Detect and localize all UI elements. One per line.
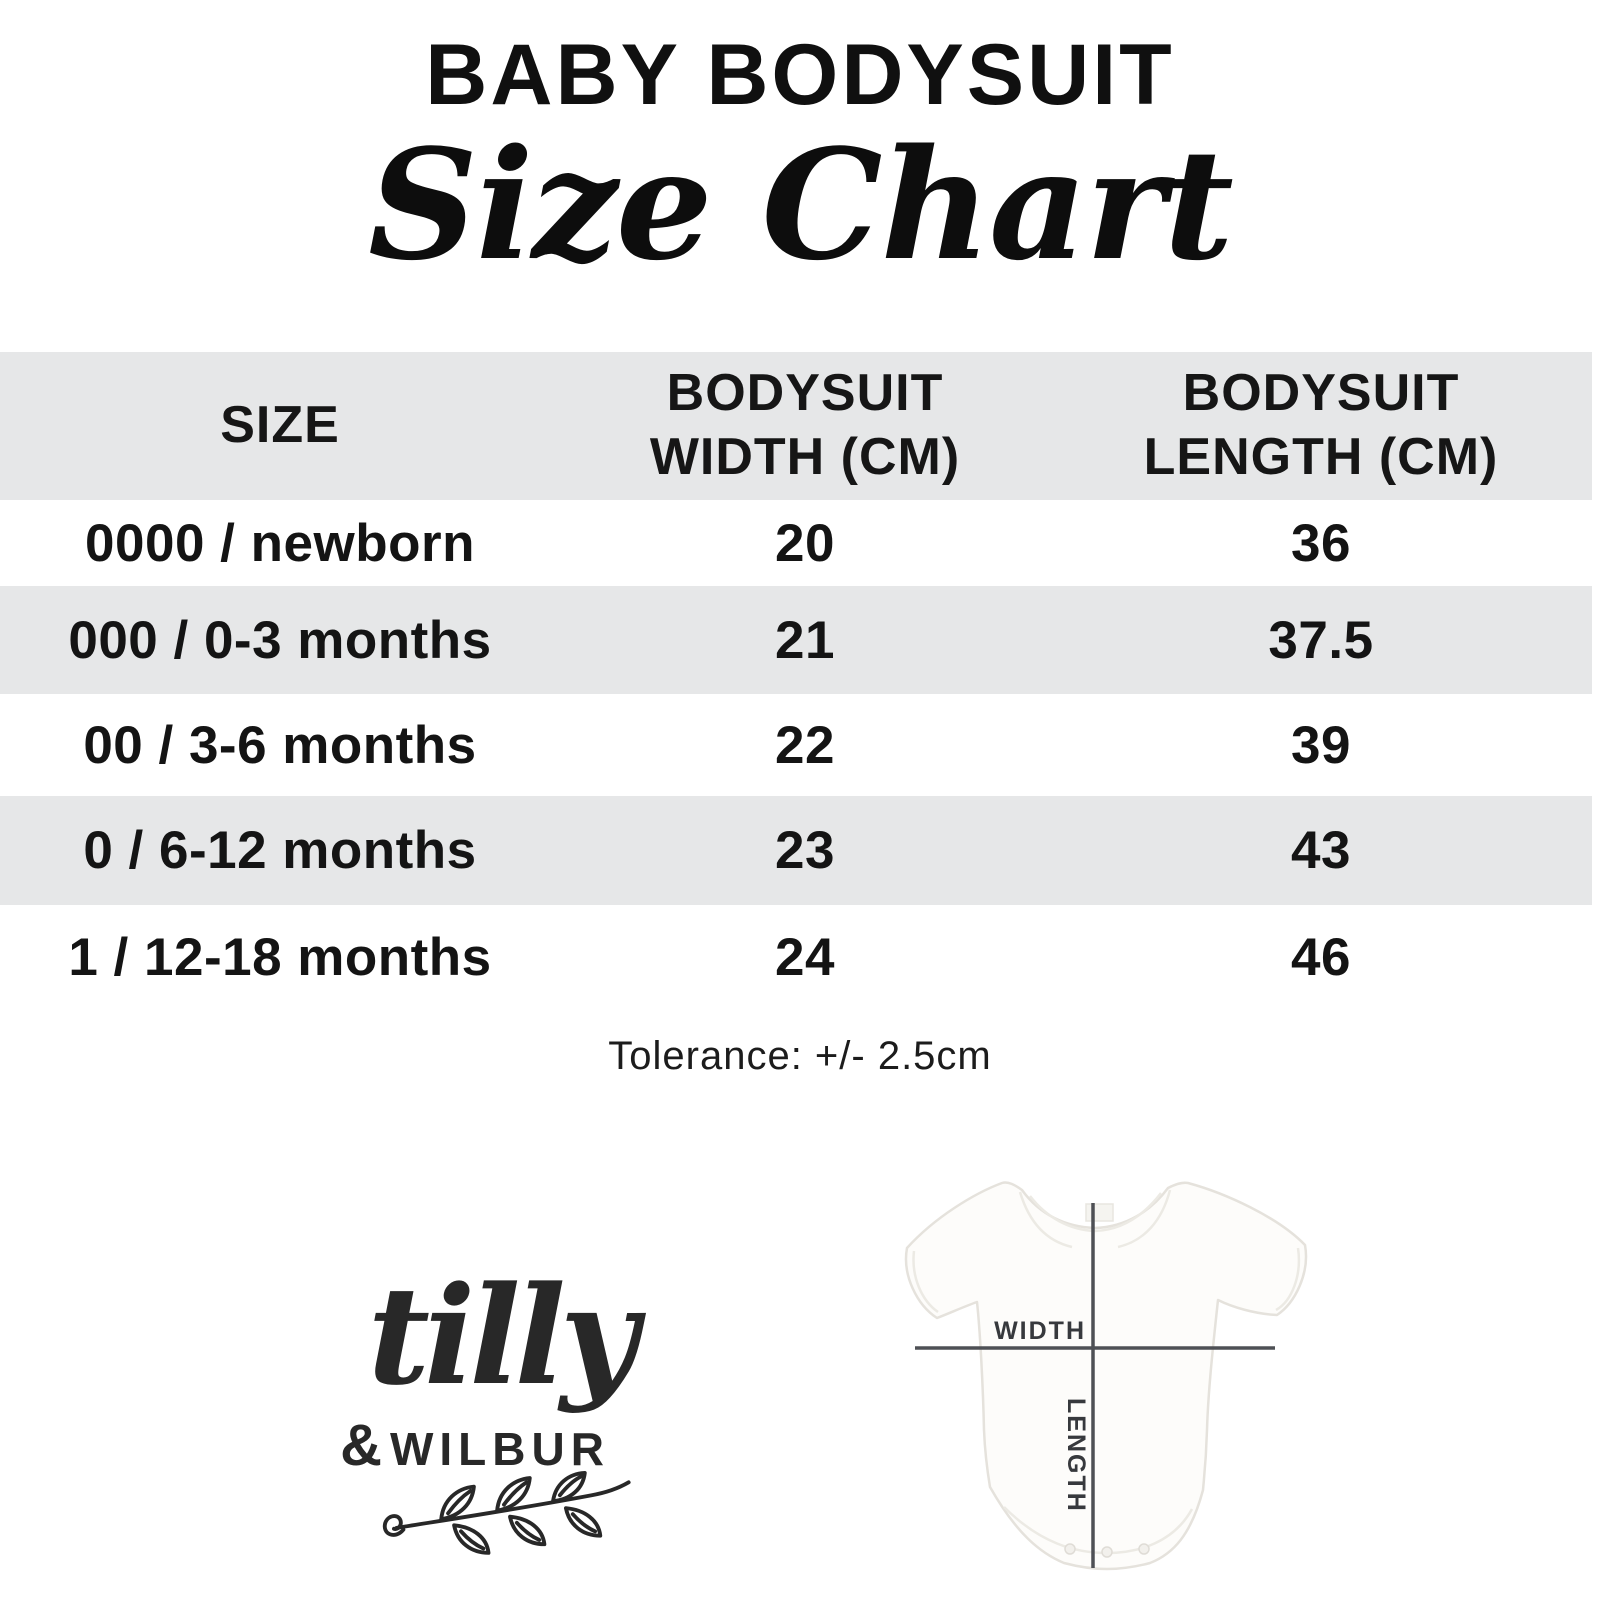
leaf-up-3: [551, 1470, 587, 1504]
leaf-up-2: [495, 1476, 532, 1513]
brand-ampersand: &: [340, 1413, 382, 1478]
header-bodysuit-length-line1: BODYSUIT: [1182, 364, 1460, 423]
cell-length: 46: [1291, 927, 1351, 987]
sleeve-hem-seam-left: [912, 1250, 939, 1314]
cell-width: 23: [775, 821, 835, 880]
leaf-down-1: [452, 1523, 491, 1555]
table-row: 00 / 3-6 months 22 39: [0, 694, 1592, 796]
cell-length: 37.5: [1268, 610, 1374, 670]
leaf-down-3: [563, 1506, 603, 1538]
page-subtitle-script: Size Chart: [368, 115, 1234, 294]
cell-size: 1 / 12-18 months: [68, 927, 492, 987]
table-row: 000 / 0-3 months 21 37.5: [0, 586, 1592, 694]
laurel-branch-icon: [382, 1470, 631, 1555]
leaf-down-2: [508, 1514, 547, 1547]
cell-size: 0000 / newborn: [85, 513, 475, 573]
header-bodysuit-width: BODYSUIT WIDTH (CM): [560, 362, 1050, 490]
neck-care-label: [1085, 1203, 1114, 1222]
cell-width: 21: [775, 610, 835, 670]
bodysuit-diagram: WIDTH LENGTH: [904, 1181, 1308, 1571]
cell-width: 24: [775, 927, 835, 987]
cell-width: 20: [775, 513, 835, 573]
size-table-header: SIZE BODYSUIT WIDTH (CM) BODYSUIT LENGTH…: [0, 352, 1592, 500]
header-bodysuit-width-line1: BODYSUIT: [666, 364, 944, 423]
cell-length: 39: [1291, 715, 1351, 775]
table-row: 1 / 12-18 months 24 46: [0, 905, 1592, 1009]
sleeve-hem-seam-right: [1275, 1247, 1301, 1312]
envelope-shoulder-seam-right: [1117, 1189, 1172, 1249]
envelope-shoulder-seam-left: [1018, 1191, 1073, 1249]
table-row: 0000 / newborn 20 36: [0, 500, 1592, 586]
leaf-up-1: [439, 1484, 476, 1522]
table-row: 0 / 6-12 months 23 43: [0, 796, 1592, 905]
header-bodysuit-length-line2: LENGTH (CM): [1143, 428, 1499, 486]
size-table: SIZE BODYSUIT WIDTH (CM) BODYSUIT LENGTH…: [0, 352, 1592, 1009]
cell-size: 000 / 0-3 months: [68, 610, 492, 670]
cell-size: 0 / 6-12 months: [83, 821, 477, 880]
header-bodysuit-width-line2: WIDTH (CM): [649, 428, 961, 486]
brand-name-caps: WILBUR: [389, 1423, 610, 1475]
page-title: BABY BODYSUIT: [425, 27, 1175, 123]
leaf-vein: [557, 1474, 584, 1498]
header-size: SIZE: [220, 396, 340, 455]
neck-binding-seam: [1029, 1192, 1162, 1233]
leaf-vein: [502, 1480, 529, 1507]
leaf-vein: [446, 1489, 473, 1516]
leaf-vein: [570, 1512, 598, 1534]
cell-length: 36: [1291, 513, 1351, 573]
leaf-vein: [459, 1529, 486, 1551]
header-bodysuit-length: BODYSUIT LENGTH (CM): [1050, 362, 1592, 490]
bodysuit-outline: [904, 1181, 1308, 1571]
tolerance-note: Tolerance: +/- 2.5cm: [608, 1034, 992, 1078]
width-measure-label: WIDTH: [994, 1317, 1086, 1345]
cell-width: 22: [775, 715, 835, 775]
snap-button: [1064, 1543, 1076, 1555]
snap-button: [1138, 1543, 1150, 1555]
leaf-vein: [514, 1520, 542, 1542]
cell-size: 00 / 3-6 months: [83, 715, 477, 775]
brand-name-caps-line: & WILBUR: [265, 1412, 685, 1479]
snap-button: [1101, 1546, 1113, 1558]
brand-name-script: tilly: [367, 1256, 639, 1415]
cell-length: 43: [1291, 821, 1351, 880]
length-measure-label: LENGTH: [1062, 1398, 1090, 1513]
